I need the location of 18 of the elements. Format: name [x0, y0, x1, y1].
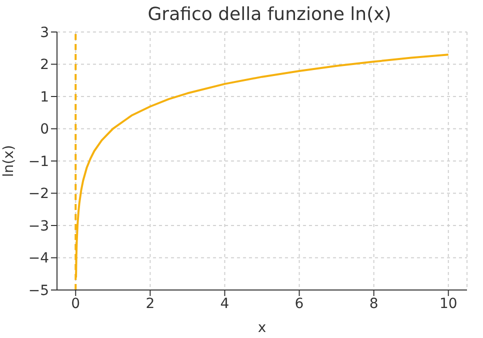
y-tick-label: −1 [28, 154, 49, 170]
y-tick-label: 1 [40, 89, 49, 106]
y-tick-label: −5 [28, 282, 49, 299]
x-tick-label: 4 [220, 296, 230, 312]
x-tick-label: 6 [294, 296, 304, 312]
y-tick-label: −2 [28, 186, 49, 202]
y-tick-label: −3 [28, 218, 49, 234]
y-tick-label: 0 [40, 122, 49, 138]
y-tick-label: 3 [40, 24, 49, 41]
y-axis-title: ln(x) [0, 145, 17, 177]
x-tick-label: 8 [369, 296, 378, 312]
chart-title: Grafico della funzione ln(x) [146, 4, 392, 25]
x-tick-label: 10 [439, 296, 458, 312]
x-tick-label: 0 [71, 296, 80, 312]
y-tick-label: −4 [28, 250, 50, 267]
x-tick-label: 2 [146, 296, 155, 312]
y-tick-label: 2 [40, 57, 49, 74]
x-axis-title: x [258, 320, 266, 336]
